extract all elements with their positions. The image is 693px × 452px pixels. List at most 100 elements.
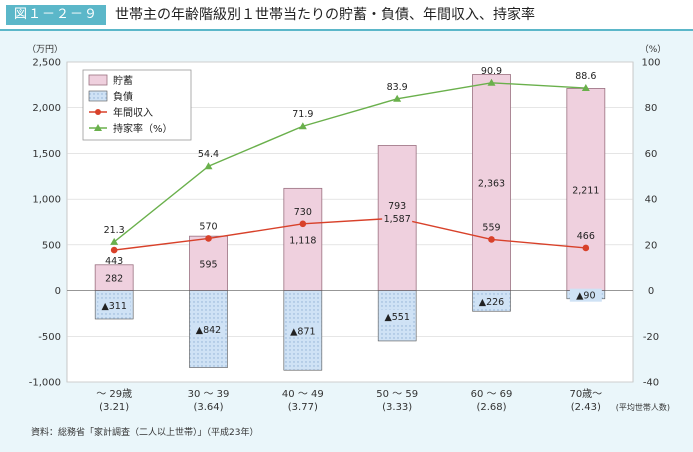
- homeownership-point: [110, 237, 119, 245]
- legend-swatch-debt: [88, 90, 108, 102]
- savings-value-label: 595: [199, 259, 217, 270]
- lines: [110, 78, 590, 254]
- household-size-label: (2.43): [571, 402, 601, 413]
- household-size-label: (2.68): [476, 402, 506, 413]
- right-tick-label: -40: [643, 378, 659, 389]
- savings-value-label: 1,118: [289, 235, 316, 246]
- left-tick-label: 0: [55, 286, 61, 297]
- homeownership-value-label: 71.9: [292, 109, 313, 120]
- category-label: 70歳～: [569, 388, 602, 400]
- left-tick-label: -1,000: [29, 378, 61, 389]
- left-tick-label: 500: [42, 240, 61, 251]
- debt-label-bg: [381, 309, 414, 323]
- homeownership-value-label: 88.6: [575, 71, 596, 82]
- right-tick-label: 0: [648, 286, 654, 297]
- left-axis-unit: （万円）: [27, 44, 63, 55]
- income-value-label: 570: [199, 221, 217, 232]
- savings-label-bg: [287, 233, 318, 247]
- right-tick-label: 20: [645, 240, 658, 251]
- legend-label: 負債: [113, 90, 133, 103]
- income-line: [114, 217, 586, 251]
- homeownership-value-label: 54.4: [198, 149, 219, 160]
- legend-label: 持家率（%）: [113, 122, 173, 135]
- category-label: 50 ～ 59: [376, 389, 418, 400]
- debt-value-label: ▲226: [479, 297, 504, 308]
- homeownership-line: [113, 82, 586, 243]
- gridlines: [67, 61, 633, 383]
- data-labels: 282 595 1,118 1,587 2,363 2,211 ▲311 ▲842 ▲871 ▲5…: [98, 66, 602, 338]
- category-label: ～ 29歳: [96, 388, 132, 400]
- income-value-label: 730: [294, 207, 312, 218]
- debt-label-bg: [475, 294, 508, 308]
- household-size-label: (3.33): [382, 402, 412, 413]
- savings-value-label: 1,587: [384, 214, 411, 225]
- left-tick-label: 1,000: [32, 195, 61, 206]
- right-axis-unit: （%）: [640, 44, 667, 55]
- household-size-label: (3.21): [99, 402, 129, 413]
- savings-label-bg: [193, 257, 224, 271]
- savings-label-bg: [382, 212, 413, 226]
- right-tick-label: 40: [645, 195, 658, 206]
- legend-swatch-savings: [88, 74, 108, 86]
- income-value-label: 443: [105, 256, 123, 267]
- homeownership-point: [204, 162, 213, 170]
- homeownership-value-label: 21.3: [104, 225, 125, 236]
- savings-label-bg: [99, 271, 130, 285]
- income-point: [205, 235, 212, 242]
- debt-value-label: ▲311: [101, 301, 126, 312]
- income-point: [299, 220, 307, 228]
- income-point: [110, 246, 118, 254]
- debt-label-bg: [192, 323, 225, 337]
- left-tick-label: 2,000: [32, 103, 61, 114]
- debt-value-label: ▲90: [576, 291, 595, 302]
- savings-value-label: 2,211: [572, 185, 599, 196]
- category-label: 40 ～ 49: [282, 389, 324, 400]
- homeownership-point: [581, 84, 590, 92]
- figure-header: 図１－２－９ 世帯主の年齢階級別１世帯当たりの貯蓄・負債、年間収入、持家率: [0, 0, 693, 31]
- debt-value-label: ▲551: [384, 312, 409, 323]
- debt-value-label: ▲871: [290, 326, 315, 337]
- legend-label: 貯蓄: [113, 75, 133, 87]
- legend-swatch-income-marker: [95, 109, 101, 115]
- debt-label-bg: [286, 324, 319, 338]
- savings-value-label: 282: [105, 274, 123, 285]
- income-value-label: 466: [577, 231, 595, 242]
- household-size-note: (平均世帯人数): [616, 402, 670, 412]
- debt-label-bg: [569, 288, 602, 302]
- category-label: 60 ～ 69: [471, 389, 513, 400]
- homeownership-value-label: 90.9: [481, 66, 502, 77]
- savings-label-bg: [476, 176, 507, 190]
- debt-value-label: ▲842: [196, 325, 221, 336]
- savings-label-bg: [570, 183, 601, 197]
- figure-number-badge: 図１－２－９: [6, 5, 107, 25]
- header-divider: [0, 29, 693, 31]
- legend-swatch-homeownership-marker: [94, 124, 102, 131]
- income-value-label: 559: [482, 222, 500, 233]
- household-size-label: (3.77): [288, 402, 318, 413]
- income-value-label: 793: [388, 201, 406, 212]
- homeownership-value-label: 83.9: [387, 82, 408, 93]
- homeownership-point: [393, 94, 402, 102]
- source-note: 資料：総務省「家計調査（二人以上世帯）」（平成23年）: [31, 428, 259, 438]
- homeownership-point: [487, 78, 496, 86]
- left-tick-label: -500: [38, 332, 61, 343]
- figure-title: 世帯主の年齢階級別１世帯当たりの貯蓄・負債、年間収入、持家率: [115, 7, 535, 23]
- debt-label-bg: [98, 298, 131, 312]
- income-point: [488, 236, 495, 243]
- right-tick-label: 80: [645, 103, 658, 114]
- right-tick-label: 60: [645, 149, 658, 160]
- right-tick-label: -20: [643, 332, 659, 343]
- category-label: 30 ～ 39: [188, 389, 230, 400]
- left-tick-label: 1,500: [32, 149, 61, 160]
- legend-label: 年間収入: [113, 106, 153, 119]
- right-tick-label: 100: [641, 58, 660, 69]
- income-point: [582, 244, 590, 252]
- left-tick-label: 2,500: [32, 58, 61, 69]
- axes: -1,000 -500 0 500 1,000 1,500 2,000 2,500 -40 -20…: [27, 44, 670, 413]
- savings-value-label: 2,363: [478, 179, 505, 190]
- household-size-label: (3.64): [193, 402, 223, 413]
- homeownership-point: [298, 122, 307, 130]
